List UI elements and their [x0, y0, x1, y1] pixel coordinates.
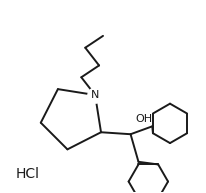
Text: OH: OH — [135, 114, 152, 124]
Text: HCl: HCl — [16, 168, 40, 181]
Text: N: N — [90, 90, 99, 100]
